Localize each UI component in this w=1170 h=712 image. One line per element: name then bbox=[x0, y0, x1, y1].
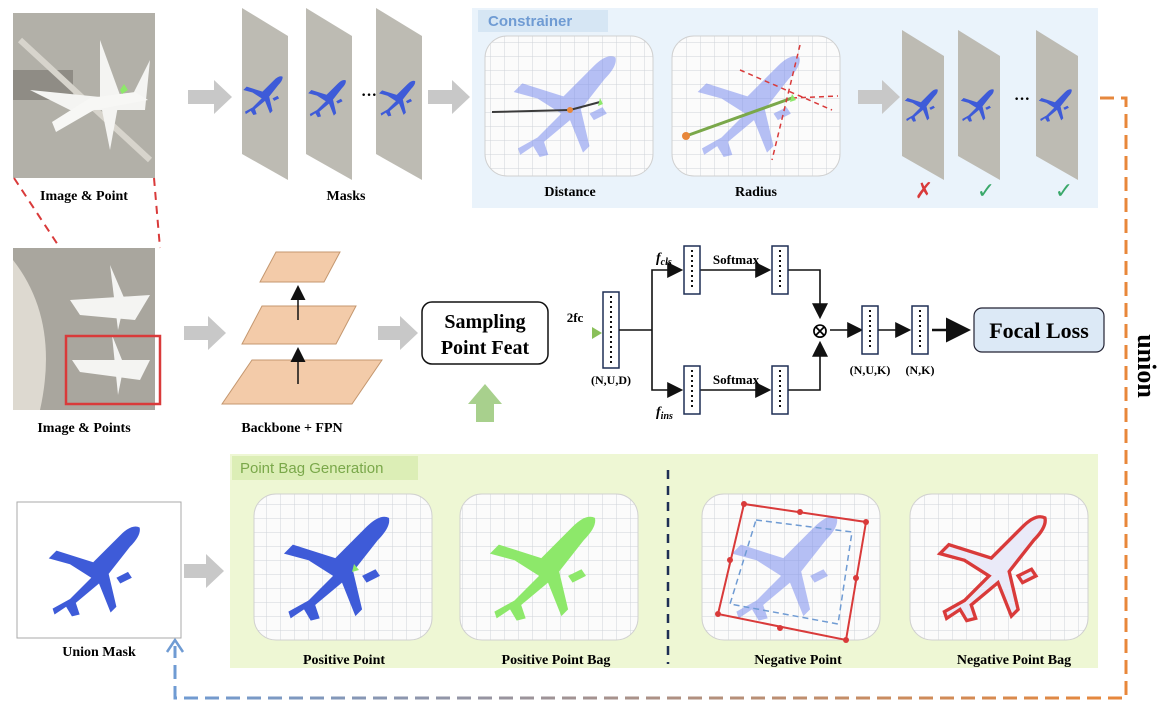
label-distance: Distance bbox=[544, 185, 595, 200]
label-2fc: 2fc bbox=[567, 310, 584, 325]
positive-point-panel bbox=[253, 493, 433, 641]
union-label: union bbox=[1132, 334, 1161, 398]
gray-arrow-5 bbox=[378, 316, 418, 350]
label-negative-bag: Negative Point Bag bbox=[957, 653, 1071, 668]
sampling-line2: Point Feat bbox=[441, 337, 530, 359]
label-positive-point: Positive Point bbox=[303, 653, 385, 668]
label-positive-bag: Positive Point Bag bbox=[502, 653, 611, 668]
label-image-points: Image & Points bbox=[37, 421, 131, 436]
aerial-image-multi bbox=[13, 248, 162, 410]
filtered-masks bbox=[902, 30, 1078, 180]
label-negative-point: Negative Point bbox=[754, 653, 842, 668]
sampling-line1: Sampling bbox=[444, 311, 525, 333]
cross-icon: ✗ bbox=[915, 178, 933, 203]
vec-ins bbox=[683, 365, 701, 415]
constrainer-title-bg bbox=[478, 10, 608, 32]
negative-bag-panel bbox=[909, 493, 1089, 641]
negative-point-panel bbox=[701, 493, 881, 643]
radius-panel bbox=[671, 35, 841, 177]
point-bag-title: Point Bag Generation bbox=[240, 460, 383, 477]
otimes-icon: ⊗ bbox=[811, 318, 829, 343]
focal-loss-label: Focal Loss bbox=[989, 318, 1089, 343]
feature-vector-nud bbox=[602, 291, 620, 369]
point-bag-title-bg bbox=[232, 456, 418, 480]
label-image-point: Image & Point bbox=[40, 189, 128, 204]
branch-lines bbox=[619, 262, 971, 398]
fpn-pyramid bbox=[221, 251, 383, 405]
label-nuk: (N,U,K) bbox=[850, 363, 891, 377]
aerial-image-single bbox=[13, 13, 155, 178]
gray-arrow-6 bbox=[184, 554, 224, 588]
gray-arrow-4 bbox=[184, 316, 226, 350]
gray-arrow-1 bbox=[188, 80, 232, 114]
label-masks: Masks bbox=[327, 189, 366, 204]
constrainer-title: Constrainer bbox=[488, 13, 572, 30]
distance-panel bbox=[484, 35, 654, 177]
zoom-line-right bbox=[153, 177, 161, 249]
positive-bag-panel bbox=[459, 493, 639, 641]
check-icon-2: ✓ bbox=[1055, 178, 1073, 203]
vec-cls-softmax bbox=[771, 245, 789, 295]
green-up-arrow bbox=[468, 384, 502, 422]
label-f-cls: fcls bbox=[656, 251, 672, 268]
label-f-ins: fins bbox=[656, 405, 673, 422]
vec-nuk bbox=[861, 305, 879, 355]
label-backbone-fpn: Backbone + FPN bbox=[241, 421, 342, 436]
vec-cls bbox=[683, 245, 701, 295]
gray-arrow-2 bbox=[428, 80, 470, 114]
mask-stack bbox=[242, 8, 422, 180]
label-nk: (N,K) bbox=[906, 363, 935, 377]
filtered-mask-ellipsis: ··· bbox=[1014, 91, 1030, 108]
label-union-mask: Union Mask bbox=[62, 645, 136, 660]
label-nud: (N,U,D) bbox=[591, 373, 631, 387]
vec-nk bbox=[911, 305, 929, 355]
union-arrow-head bbox=[165, 637, 185, 653]
check-icon-1: ✓ bbox=[977, 178, 995, 203]
label-radius: Radius bbox=[735, 185, 778, 200]
focal-loss-box bbox=[973, 307, 1105, 353]
gray-arrow-3 bbox=[858, 80, 900, 114]
mask-ellipsis: ··· bbox=[361, 87, 377, 104]
vec-ins-softmax bbox=[771, 365, 789, 415]
label-softmax-bottom: Softmax bbox=[713, 372, 760, 387]
label-softmax-top: Softmax bbox=[713, 252, 760, 267]
